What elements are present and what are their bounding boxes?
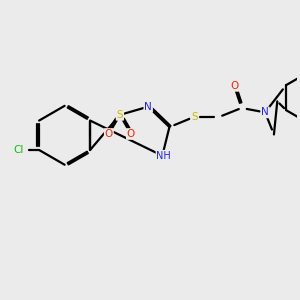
Text: NH: NH (156, 151, 171, 161)
Text: N: N (144, 102, 152, 112)
Text: O: O (230, 81, 238, 91)
Text: S: S (117, 110, 123, 120)
Text: O: O (127, 129, 135, 139)
Text: N: N (261, 107, 269, 117)
Text: S: S (191, 112, 198, 122)
Text: O: O (105, 129, 113, 139)
Text: Cl: Cl (13, 145, 24, 155)
